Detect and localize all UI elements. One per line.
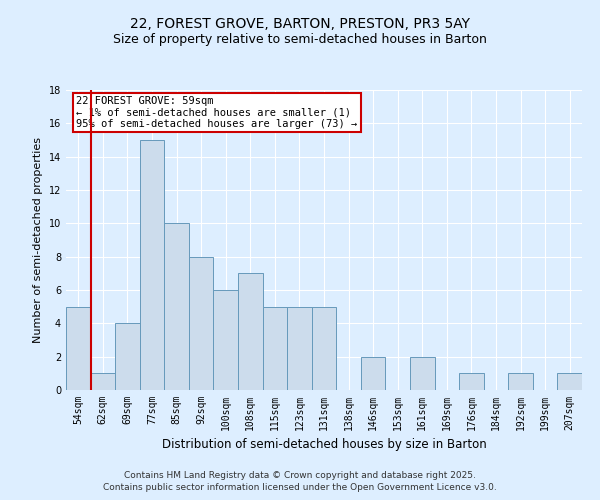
Bar bbox=[361, 356, 385, 390]
Bar bbox=[508, 374, 533, 390]
Text: 22 FOREST GROVE: 59sqm
← 1% of semi-detached houses are smaller (1)
95% of semi-: 22 FOREST GROVE: 59sqm ← 1% of semi-deta… bbox=[76, 96, 358, 129]
Bar bbox=[164, 224, 189, 390]
Bar bbox=[189, 256, 214, 390]
Bar bbox=[214, 290, 238, 390]
Bar bbox=[263, 306, 287, 390]
Bar bbox=[312, 306, 336, 390]
Bar bbox=[287, 306, 312, 390]
X-axis label: Distribution of semi-detached houses by size in Barton: Distribution of semi-detached houses by … bbox=[161, 438, 487, 452]
Bar bbox=[410, 356, 434, 390]
Text: 22, FOREST GROVE, BARTON, PRESTON, PR3 5AY: 22, FOREST GROVE, BARTON, PRESTON, PR3 5… bbox=[130, 18, 470, 32]
Text: Contains HM Land Registry data © Crown copyright and database right 2025.
Contai: Contains HM Land Registry data © Crown c… bbox=[103, 471, 497, 492]
Bar bbox=[140, 140, 164, 390]
Text: Size of property relative to semi-detached houses in Barton: Size of property relative to semi-detach… bbox=[113, 32, 487, 46]
Bar bbox=[115, 324, 140, 390]
Bar bbox=[91, 374, 115, 390]
Bar bbox=[459, 374, 484, 390]
Y-axis label: Number of semi-detached properties: Number of semi-detached properties bbox=[33, 137, 43, 343]
Bar bbox=[557, 374, 582, 390]
Bar bbox=[66, 306, 91, 390]
Bar bbox=[238, 274, 263, 390]
